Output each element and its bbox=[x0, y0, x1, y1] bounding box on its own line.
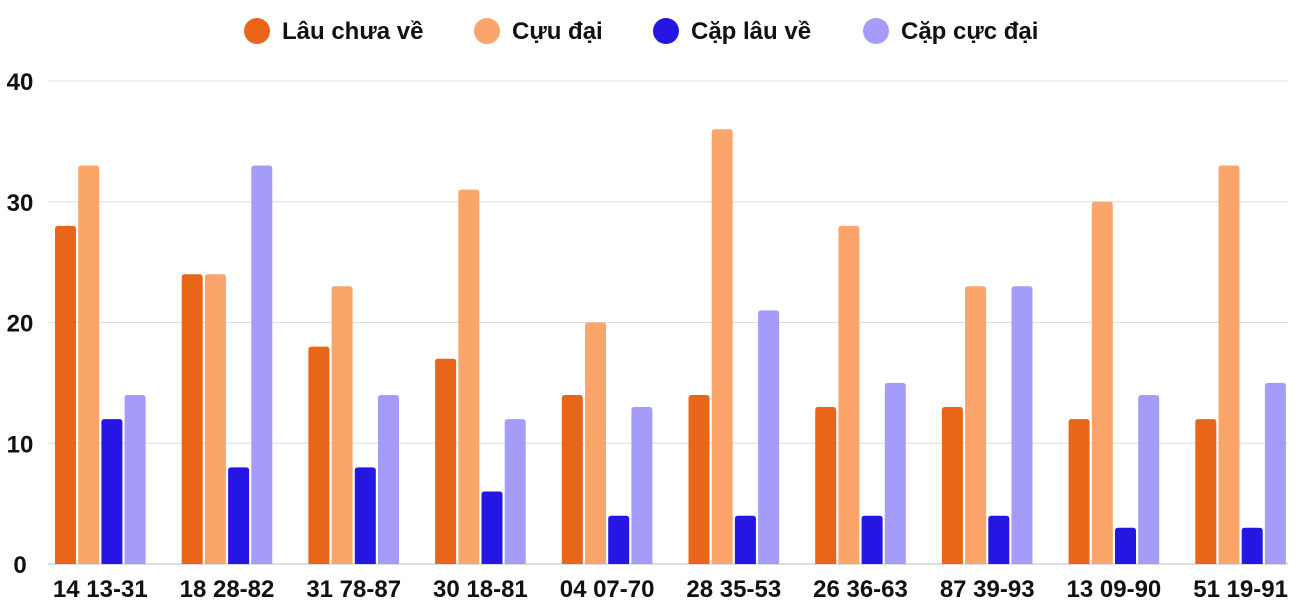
bar bbox=[711, 129, 733, 565]
bar bbox=[585, 322, 606, 564]
legend-label: Cặp lâu về bbox=[691, 18, 811, 45]
bar bbox=[1068, 419, 1090, 564]
bar bbox=[1195, 419, 1217, 564]
y-tick-label: 10 bbox=[7, 431, 34, 458]
bar bbox=[354, 467, 376, 564]
bar bbox=[965, 286, 987, 564]
bar bbox=[688, 394, 710, 564]
bar bbox=[941, 407, 963, 564]
x-tick-label: 14 13-31 bbox=[53, 576, 148, 600]
x-tick-label: 87 39-93 bbox=[940, 576, 1035, 600]
bar bbox=[608, 515, 630, 564]
bar bbox=[1264, 382, 1286, 564]
x-tick-label: 31 78-87 bbox=[306, 576, 401, 600]
bar bbox=[55, 225, 76, 564]
legend-label: Lâu chưa về bbox=[282, 18, 423, 45]
x-tick-label: 28 35-53 bbox=[686, 576, 781, 600]
y-axis-ticks: 0 10 20 30 40 bbox=[7, 69, 34, 579]
bar bbox=[838, 225, 860, 564]
y-tick-label: 30 bbox=[7, 190, 34, 217]
bar bbox=[1241, 527, 1263, 564]
x-tick-label: 51 19-91 bbox=[1193, 576, 1288, 600]
bar bbox=[884, 382, 906, 564]
x-axis-labels: 14 13-31 18 28-82 31 78-87 30 18-81 04 07-70… bbox=[53, 576, 1288, 600]
legend-swatch bbox=[863, 18, 889, 44]
legend-label: Cựu đại bbox=[512, 18, 603, 45]
bar bbox=[124, 394, 146, 564]
bar bbox=[481, 491, 503, 564]
bar bbox=[308, 346, 330, 564]
bar bbox=[458, 189, 480, 565]
bar bbox=[988, 515, 1010, 564]
x-tick-label: 26 36-63 bbox=[813, 576, 908, 600]
bar bbox=[435, 358, 457, 564]
x-tick-label: 04 07-70 bbox=[560, 576, 655, 600]
bar bbox=[331, 286, 353, 564]
bar bbox=[181, 274, 203, 564]
bar bbox=[1138, 394, 1160, 564]
bar bbox=[1011, 286, 1033, 564]
x-tick-label: 30 18-81 bbox=[433, 576, 528, 600]
bar bbox=[631, 407, 653, 564]
y-tick-label: 40 bbox=[7, 69, 34, 96]
bar bbox=[734, 515, 756, 564]
bar bbox=[1091, 201, 1113, 564]
y-tick-label: 20 bbox=[7, 311, 34, 338]
legend-swatch bbox=[474, 18, 500, 44]
bar bbox=[815, 407, 837, 564]
bar bbox=[101, 419, 123, 564]
legend-swatch bbox=[244, 18, 270, 44]
bar bbox=[561, 394, 583, 564]
x-tick-label: 13 09-90 bbox=[1067, 576, 1162, 600]
legend: Lâu chưa về Cựu đại Cặp lâu về Cặp cực đại bbox=[244, 18, 1038, 45]
bar bbox=[251, 165, 273, 564]
bar bbox=[504, 419, 526, 564]
legend-label: Cặp cực đại bbox=[901, 18, 1038, 45]
bars bbox=[55, 129, 1286, 565]
x-tick-label: 18 28-82 bbox=[180, 576, 275, 600]
bar bbox=[204, 274, 226, 564]
y-tick-label: 0 bbox=[13, 552, 26, 579]
bar bbox=[1115, 527, 1136, 564]
bar bbox=[758, 310, 780, 564]
bar bbox=[861, 515, 883, 564]
bar bbox=[1218, 165, 1240, 564]
legend-swatch bbox=[653, 18, 679, 44]
bar bbox=[228, 467, 250, 564]
bar bbox=[78, 165, 100, 564]
bar bbox=[378, 394, 399, 564]
